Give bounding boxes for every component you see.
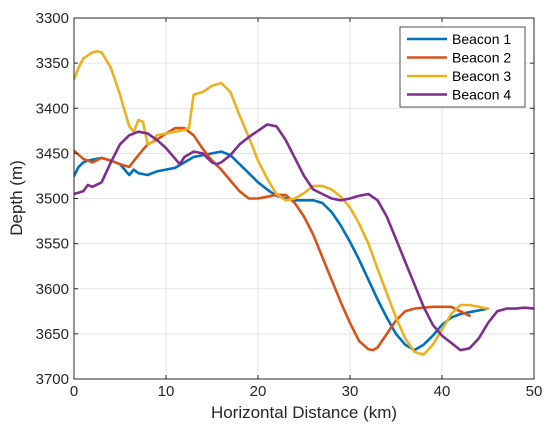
y-tick-label: 3450 [36, 145, 69, 162]
x-tick-label: 50 [526, 383, 543, 400]
legend-label-beacon-2: Beacon 2 [452, 50, 511, 66]
x-tick-label: 30 [342, 383, 359, 400]
y-tick-label: 3600 [36, 281, 69, 298]
series-line-beacon-3 [74, 50, 490, 356]
y-tick-label: 3700 [36, 371, 69, 388]
axis-ticks [73, 17, 535, 380]
y-axis-label: Depth (m) [7, 160, 26, 236]
x-tick-label: 20 [250, 383, 267, 400]
y-tick-labels: 3300 3350 3400 3450 3500 3550 3600 3650 3700 [36, 10, 69, 388]
y-tick-label: 3650 [36, 326, 69, 343]
y-tick-label: 3400 [36, 100, 69, 117]
x-tick-label: 10 [158, 383, 175, 400]
y-tick-label: 3350 [36, 55, 69, 72]
series-line-beacon-4 [74, 123, 534, 352]
y-tick-label: 3500 [36, 191, 69, 208]
series-group [74, 50, 534, 356]
y-tick-label: 3300 [36, 10, 69, 27]
legend-label-beacon-1: Beacon 1 [452, 31, 511, 47]
x-axis-label: Horizontal Distance (km) [211, 403, 397, 422]
y-tick-label: 3550 [36, 236, 69, 253]
x-tick-label: 40 [434, 383, 451, 400]
legend: Beacon 1 Beacon 2 Beacon 3 Beacon 4 [399, 26, 526, 108]
series-line-beacon-1 [74, 150, 490, 352]
legend-label-beacon-4: Beacon 4 [452, 87, 511, 103]
legend-label-beacon-3: Beacon 3 [452, 68, 511, 84]
x-tick-labels: 0 10 20 30 40 50 [70, 383, 543, 400]
x-tick-label: 0 [70, 383, 78, 400]
